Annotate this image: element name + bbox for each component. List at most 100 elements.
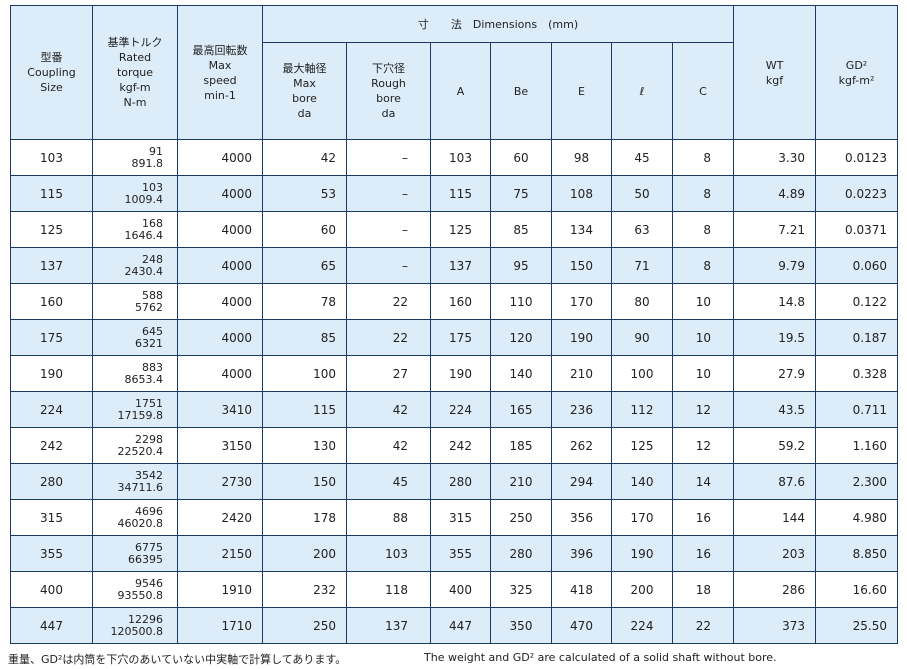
table-cell: 0.060: [815, 247, 898, 284]
cell-text: 0.0123: [845, 150, 887, 165]
cell-text: 0.328: [852, 366, 887, 381]
table-cell: 125: [611, 427, 673, 464]
cell-text: 883: [142, 360, 163, 374]
table-cell: 78: [262, 283, 347, 320]
header-cell: 基準トルク Rated torque kgf-m N-m: [92, 5, 178, 140]
table-cell: 224: [611, 607, 673, 644]
table-row: 355 6775 66395 2150 200 103 355 280 396 190 16 203 8…: [10, 535, 898, 572]
table-row: 160 588 5762 4000 78 22 160 110 170 80 10 14.8 0.122: [10, 283, 898, 320]
table-cell: 137: [430, 247, 491, 284]
cell-text: –: [402, 150, 408, 165]
cell-text: 4696: [135, 504, 163, 518]
table-cell: 418: [551, 571, 612, 608]
table-cell: 18: [672, 571, 734, 608]
table-cell: 115: [430, 175, 491, 212]
cell-text: 8653.4: [124, 372, 164, 386]
table-cell: 140: [611, 463, 673, 500]
cell-text: 9546: [135, 576, 163, 590]
cell-text: 4.89: [778, 186, 805, 201]
cell-text: 103: [385, 546, 408, 561]
cell-text: 2430.4: [124, 264, 164, 278]
cell-text: 42: [320, 150, 336, 165]
cell-text: 130: [313, 438, 336, 453]
header-cell: 寸 法 Dimensions (mm): [262, 5, 734, 43]
cell-text: 19.5: [778, 330, 805, 345]
table-row: 175 645 6321 4000 85 22 175 120 190 90 10 19.5 0.187: [10, 319, 898, 356]
table-cell: 10: [672, 283, 734, 320]
table-cell: 112: [611, 391, 673, 428]
table-cell: 16.60: [815, 571, 898, 608]
header-line: bore: [376, 92, 401, 105]
table-row: 103 91 891.8 4000 42 – 103 60 98 45 8 3.30 0.0123: [10, 139, 898, 176]
cell-text: 17159.8: [117, 408, 164, 422]
header-cell: 最高回転数 Max speed min-1: [177, 5, 263, 140]
header-line: Coupling: [27, 66, 76, 79]
cell-text: 112: [630, 402, 654, 417]
table-cell: 210: [490, 463, 552, 500]
table-cell: 10: [672, 355, 734, 392]
cell-text: 200: [630, 582, 654, 597]
cell-text: 5762: [135, 300, 163, 314]
table-cell: 53: [262, 175, 347, 212]
cell-text: 185: [509, 438, 533, 453]
cell-text: 350: [509, 618, 533, 633]
table-cell: 232: [262, 571, 347, 608]
table-cell: 2.300: [815, 463, 898, 500]
cell-text: 10: [695, 366, 711, 381]
cell-text: 42: [392, 438, 408, 453]
table-cell: 118: [346, 571, 431, 608]
table-cell: 883 8653.4: [92, 355, 178, 392]
cell-text: 1910: [221, 582, 252, 597]
table-cell: 2730: [177, 463, 263, 500]
cell-text: 175: [40, 330, 63, 345]
cell-text: 0.187: [852, 330, 887, 345]
header-cell: E: [551, 42, 612, 140]
table-cell: 95: [490, 247, 552, 284]
table-cell: 470: [551, 607, 612, 644]
cell-text: 66395: [128, 552, 163, 566]
cell-text: 150: [313, 474, 336, 489]
table-cell: 42: [262, 139, 347, 176]
table-cell: 0.187: [815, 319, 898, 356]
cell-text: 4000: [221, 258, 252, 273]
table-cell: 71: [611, 247, 673, 284]
header-line: Size: [40, 81, 63, 94]
table-cell: 22: [346, 283, 431, 320]
cell-text: 88: [392, 510, 408, 525]
cell-text: 125: [630, 438, 654, 453]
table-cell: 125: [10, 211, 93, 248]
cell-text: 160: [40, 294, 63, 309]
table-cell: 27: [346, 355, 431, 392]
cell-text: 224: [630, 618, 654, 633]
cell-text: 3542: [135, 468, 163, 482]
table-cell: 91 891.8: [92, 139, 178, 176]
table-cell: 190: [10, 355, 93, 392]
table-cell: 250: [490, 499, 552, 536]
cell-text: 2298: [135, 432, 163, 446]
cell-text: 315: [449, 510, 472, 525]
table-cell: 14: [672, 463, 734, 500]
table-cell: 150: [262, 463, 347, 500]
table-cell: 8: [672, 175, 734, 212]
cell-text: 137: [449, 258, 472, 273]
cell-text: 22: [392, 330, 408, 345]
header-cell: 最大軸径 Max bore da: [262, 42, 347, 140]
table-cell: 6775 66395: [92, 535, 178, 572]
cell-text: 355: [40, 546, 63, 561]
table-cell: 88: [346, 499, 431, 536]
cell-text: 170: [630, 510, 654, 525]
table-cell: 85: [262, 319, 347, 356]
cell-text: 100: [313, 366, 336, 381]
cell-text: 160: [449, 294, 472, 309]
cell-text: 1646.4: [124, 228, 164, 242]
table-cell: 355: [430, 535, 491, 572]
table-cell: 7.21: [733, 211, 816, 248]
table-cell: 447: [430, 607, 491, 644]
table-cell: 75: [490, 175, 552, 212]
cell-text: 242: [449, 438, 472, 453]
cell-text: 93550.8: [117, 588, 164, 602]
header-line: 最高回転数: [192, 43, 248, 57]
table-cell: 0.328: [815, 355, 898, 392]
cell-text: 90: [634, 330, 650, 345]
cell-text: 232: [313, 582, 336, 597]
